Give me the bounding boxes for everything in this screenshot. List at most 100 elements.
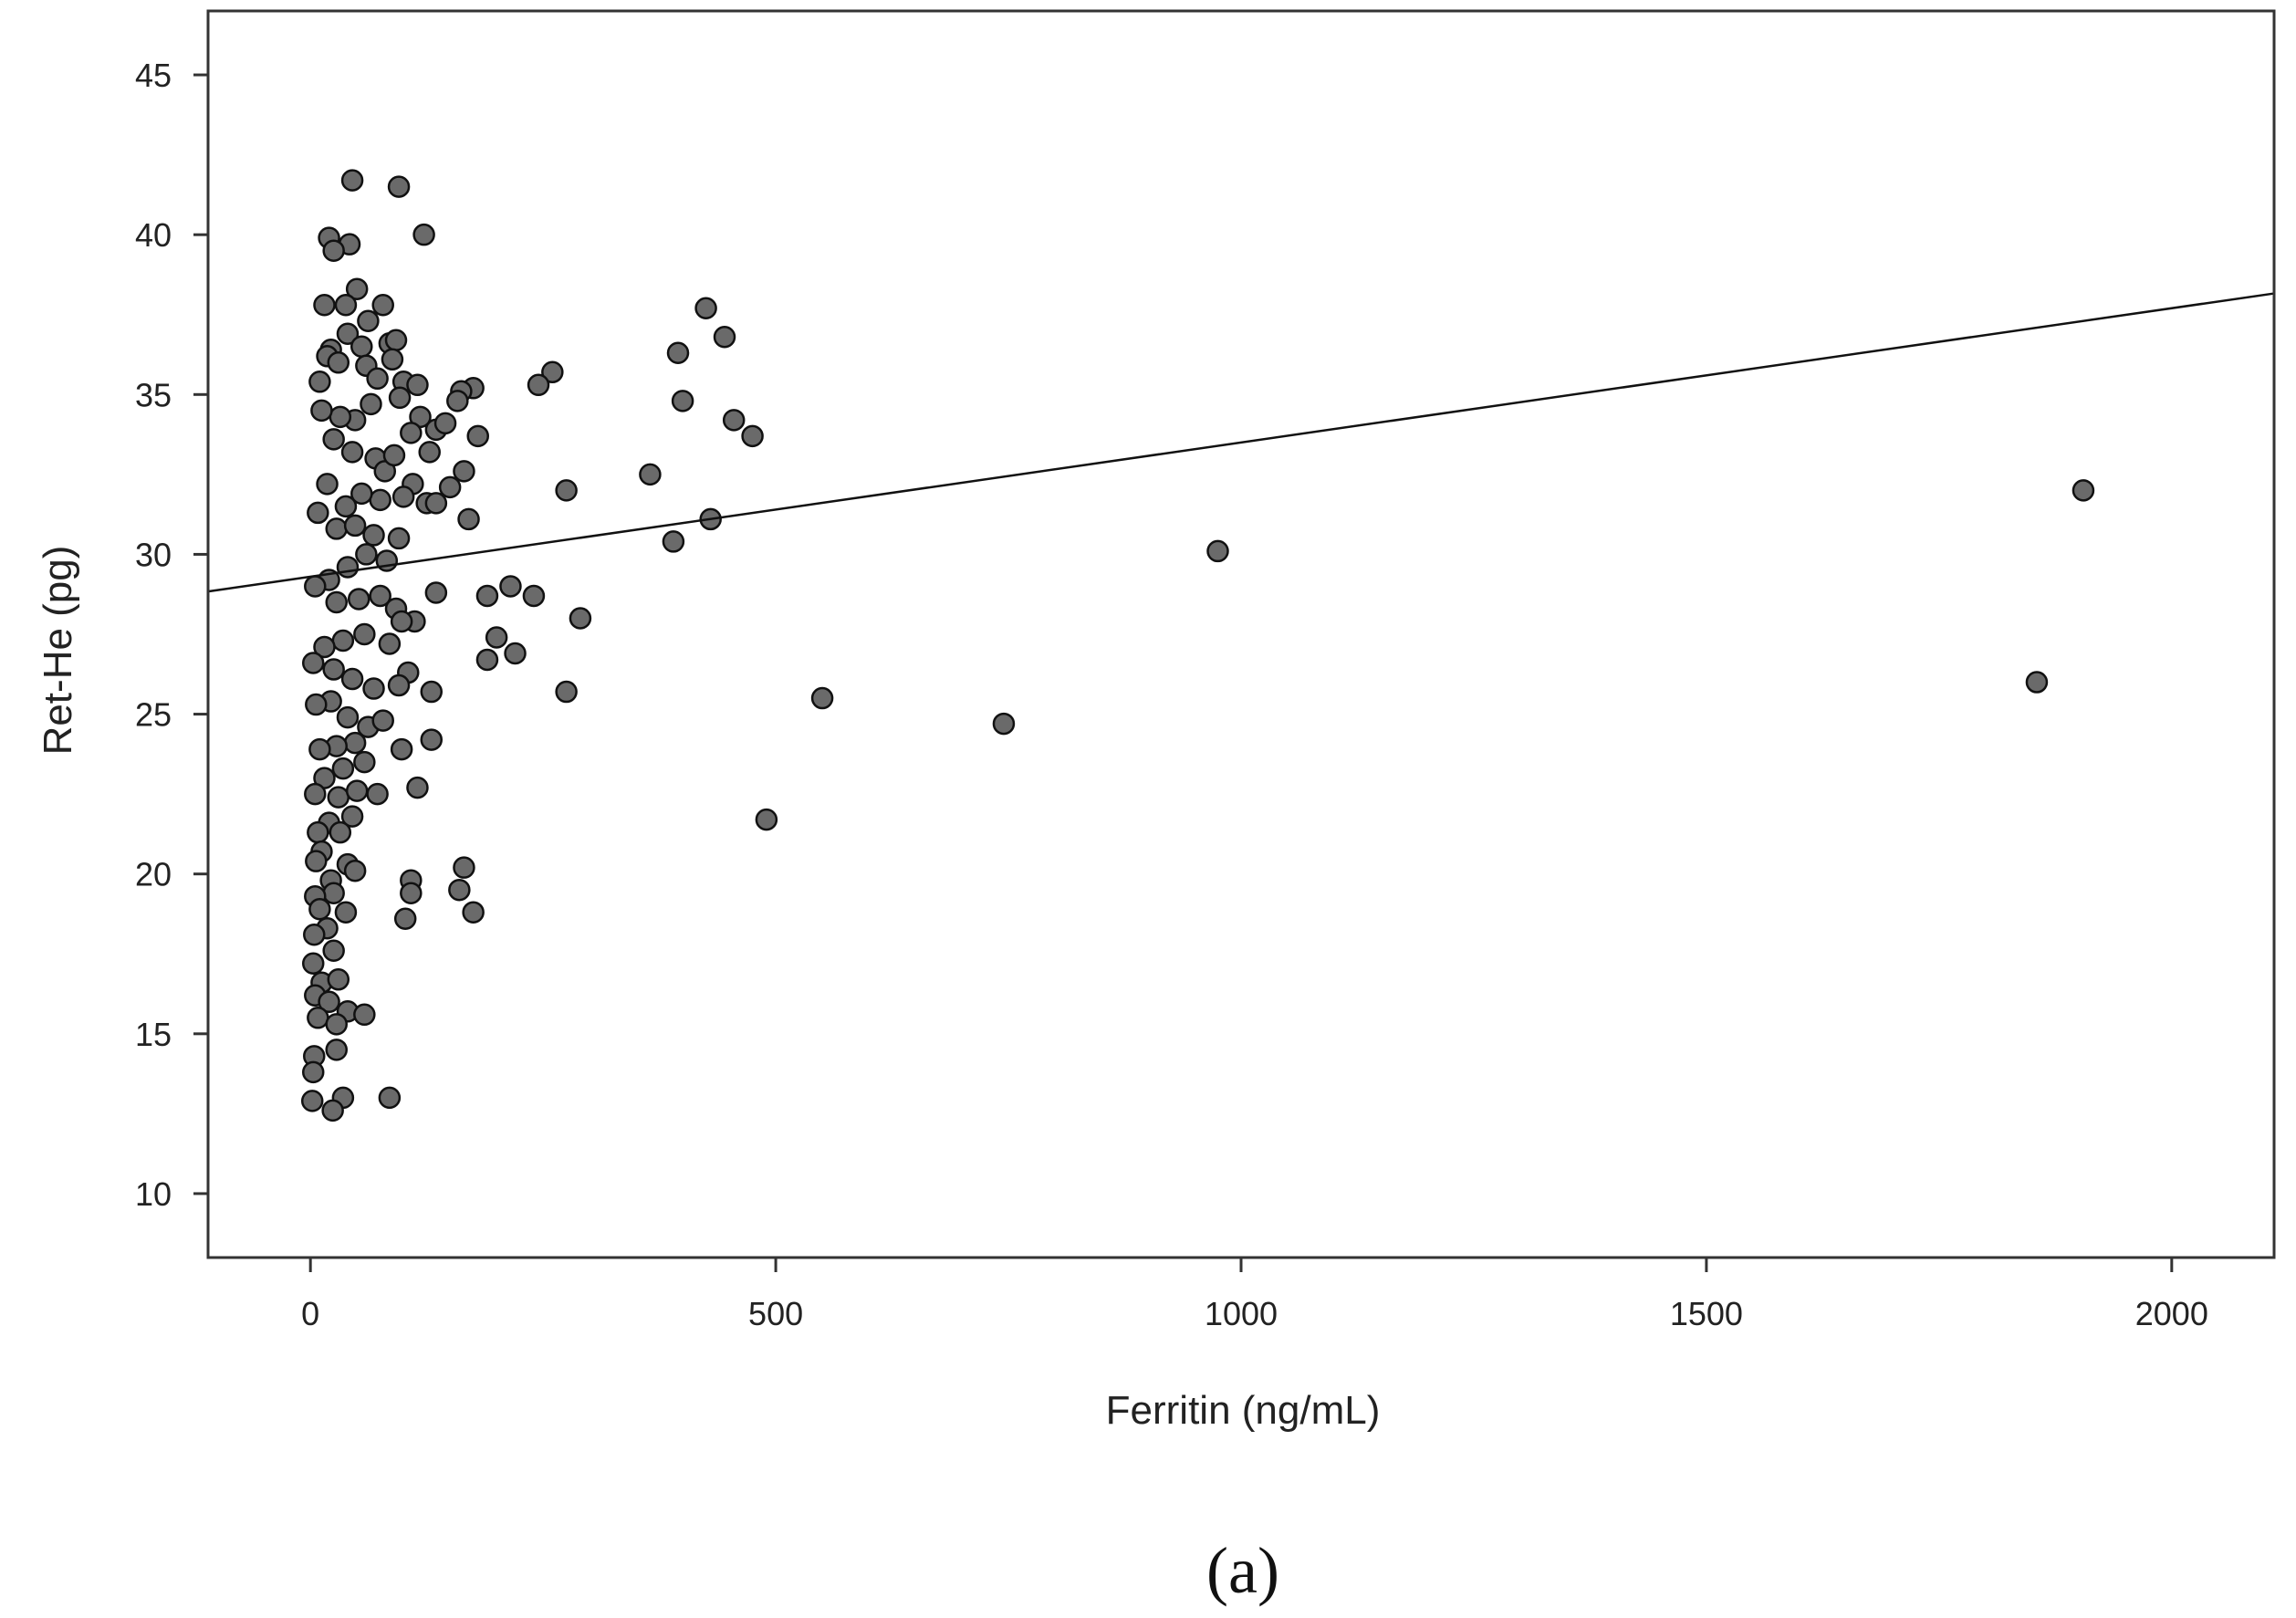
data-point <box>555 479 578 502</box>
data-point <box>322 882 345 904</box>
data-point <box>310 399 333 423</box>
y-tick-label: 35 <box>135 376 172 413</box>
data-point <box>722 409 746 432</box>
data-point <box>301 1060 325 1084</box>
data-point <box>446 390 469 412</box>
data-point <box>340 805 364 828</box>
data-point <box>662 530 685 553</box>
data-point <box>308 371 331 393</box>
x-tick-label: 1000 <box>1205 1295 1278 1332</box>
data-point <box>327 786 350 809</box>
data-point <box>694 297 717 319</box>
data-point <box>475 648 499 672</box>
data-point <box>992 712 1016 736</box>
data-point <box>2025 671 2049 694</box>
data-point <box>406 373 429 397</box>
data-point <box>316 473 339 496</box>
data-point <box>343 859 367 882</box>
data-point <box>307 1007 329 1029</box>
data-point <box>336 705 360 729</box>
data-point <box>322 428 345 451</box>
data-point <box>453 856 475 879</box>
data-point <box>334 293 358 317</box>
data-point <box>382 444 406 467</box>
data-point <box>329 405 352 429</box>
data-point <box>639 463 662 486</box>
data-point <box>355 543 378 566</box>
panel-label: (a) <box>1206 1534 1279 1607</box>
data-point <box>343 731 367 755</box>
data-point <box>340 667 364 691</box>
y-tick-label: 20 <box>135 856 172 893</box>
data-point <box>325 1039 348 1061</box>
data-point <box>378 1086 402 1110</box>
data-point <box>305 850 328 872</box>
data-point <box>300 1090 324 1112</box>
data-point <box>466 424 489 448</box>
y-tick-label: 30 <box>135 536 172 573</box>
data-point <box>350 482 373 506</box>
data-point <box>331 757 355 780</box>
y-tick-label: 10 <box>135 1175 172 1213</box>
data-point <box>362 524 385 547</box>
data-point <box>485 626 508 649</box>
data-point <box>307 820 329 844</box>
data-point <box>353 622 376 646</box>
data-point <box>569 607 592 630</box>
data-point <box>343 514 367 538</box>
data-point <box>322 239 345 262</box>
data-point <box>345 779 369 802</box>
data-point <box>418 441 441 464</box>
data-point <box>327 351 350 374</box>
y-tick-label: 15 <box>135 1016 172 1053</box>
data-point <box>360 392 382 416</box>
data-point <box>308 737 331 761</box>
y-tick-label: 40 <box>135 216 172 254</box>
data-point <box>362 677 385 700</box>
data-point <box>393 907 417 930</box>
x-tick-label: 2000 <box>2135 1295 2208 1332</box>
data-point <box>555 680 578 704</box>
data-point <box>453 460 475 483</box>
y-tick-label: 25 <box>135 696 172 734</box>
data-point <box>388 386 412 410</box>
y-axis-label: Ret-He (pg) <box>36 546 80 756</box>
data-point <box>369 488 391 512</box>
data-point <box>325 590 348 614</box>
x-tick-label: 1500 <box>1670 1295 1743 1332</box>
data-point <box>671 390 694 412</box>
data-point <box>301 952 325 976</box>
data-point <box>406 776 429 799</box>
x-axis-label: Ferritin (ng/mL) <box>1106 1388 1381 1433</box>
data-point <box>1206 539 1229 563</box>
data-point <box>810 686 834 710</box>
x-tick-label: 500 <box>748 1295 803 1332</box>
x-tick-label: 0 <box>301 1295 319 1332</box>
data-point <box>433 412 457 435</box>
data-point <box>387 527 411 550</box>
data-point <box>357 309 380 332</box>
data-point <box>400 422 423 444</box>
data-point <box>378 632 402 655</box>
data-points <box>300 169 2095 1122</box>
data-point <box>391 485 415 508</box>
data-point <box>336 322 360 346</box>
x-axis: 0 500 1000 1500 2000 <box>301 1258 2208 1332</box>
data-point <box>304 575 327 598</box>
data-point <box>334 495 358 518</box>
data-point <box>366 782 389 806</box>
data-point <box>371 293 394 317</box>
y-axis: 10 15 20 25 30 35 40 45 <box>135 57 208 1213</box>
data-point <box>381 348 404 371</box>
data-point <box>424 581 448 604</box>
data-point <box>522 584 546 608</box>
data-point <box>322 658 345 681</box>
data-point <box>313 293 336 317</box>
data-point <box>369 584 391 608</box>
y-tick-label: 45 <box>135 57 172 94</box>
data-point <box>541 360 564 384</box>
data-point <box>424 492 448 515</box>
data-point <box>457 507 480 531</box>
data-point <box>666 341 690 365</box>
data-point <box>504 642 527 665</box>
